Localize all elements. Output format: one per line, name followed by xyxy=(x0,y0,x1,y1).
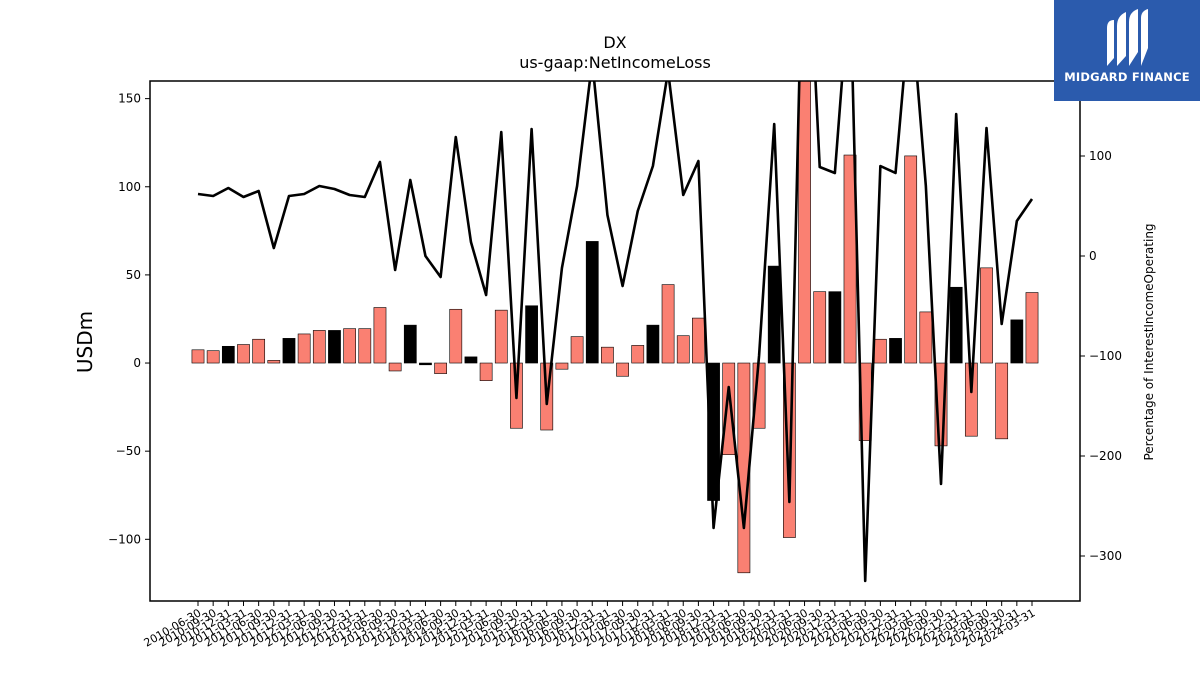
bar xyxy=(828,291,842,364)
y-axis-right-label: Percentage of InterestIncomeOperating xyxy=(1142,223,1156,460)
bar xyxy=(646,324,660,364)
y-tick-label: −50 xyxy=(116,444,141,458)
y-axis-right: −300 −200 −100 0 100 xyxy=(1080,149,1122,563)
bar xyxy=(358,328,372,364)
bar xyxy=(343,328,357,364)
bar xyxy=(980,267,993,364)
bar xyxy=(873,338,887,364)
y-right-tick-label: 100 xyxy=(1089,149,1112,163)
bar xyxy=(692,317,705,364)
y-tick-label: 50 xyxy=(126,268,141,282)
bar xyxy=(297,333,311,364)
bar xyxy=(206,350,220,364)
line-series xyxy=(197,81,1034,583)
bar xyxy=(449,308,463,364)
bar xyxy=(312,330,326,364)
bar xyxy=(661,284,675,364)
bar xyxy=(919,311,933,364)
bar xyxy=(479,362,493,381)
bar xyxy=(585,241,599,364)
y-right-tick-label: −100 xyxy=(1089,349,1122,363)
bar xyxy=(722,362,736,455)
y-right-tick-label: −300 xyxy=(1089,549,1122,563)
y-tick-label: −100 xyxy=(108,532,141,546)
bar xyxy=(1025,292,1039,364)
bar xyxy=(328,330,341,364)
bar xyxy=(631,345,645,364)
bar xyxy=(1010,319,1024,364)
bar xyxy=(616,362,629,377)
logo-text: MIDGARD FINANCE xyxy=(1064,70,1190,84)
bar xyxy=(267,360,281,364)
logo: MIDGARD FINANCE xyxy=(1054,0,1200,101)
bar xyxy=(995,362,1009,440)
bar xyxy=(373,307,387,364)
y-tick-label: 100 xyxy=(118,180,141,194)
bar xyxy=(237,344,250,364)
bar xyxy=(191,349,205,364)
bar xyxy=(221,345,235,364)
y-right-tick-label: −200 xyxy=(1089,449,1122,463)
y-axis-left: −100 −50 0 50 100 150 xyxy=(108,92,150,546)
bar xyxy=(388,362,402,372)
midgard-logo-icon xyxy=(1107,9,1148,66)
bar xyxy=(434,362,447,374)
bar xyxy=(403,324,417,364)
bar xyxy=(464,356,478,364)
y-tick-label: 150 xyxy=(118,92,141,106)
bar xyxy=(555,362,569,370)
bar xyxy=(964,362,978,437)
bar xyxy=(419,362,432,366)
bar xyxy=(949,286,963,364)
plot-frame xyxy=(149,80,1081,602)
bar-series xyxy=(191,81,1039,574)
line-path xyxy=(197,81,1034,583)
bar xyxy=(676,335,690,364)
bar xyxy=(494,309,508,364)
bar xyxy=(570,336,584,364)
chart-title: DX xyxy=(603,33,626,52)
bar xyxy=(889,338,902,364)
bar xyxy=(601,346,614,364)
bar xyxy=(525,305,538,364)
bar xyxy=(767,265,781,364)
x-axis: 2010-06-302010-09-302010-12-312011-03-31… xyxy=(142,601,1038,650)
y-axis-label: USDm xyxy=(73,311,97,373)
y-tick-label: 0 xyxy=(133,356,141,370)
y-right-tick-label: 0 xyxy=(1089,249,1097,263)
chart-subtitle: us-gaap:NetIncomeLoss xyxy=(519,53,711,72)
bar xyxy=(798,81,811,364)
bar xyxy=(813,291,827,364)
bar xyxy=(252,338,266,364)
bar xyxy=(904,155,918,364)
bar xyxy=(282,338,296,364)
